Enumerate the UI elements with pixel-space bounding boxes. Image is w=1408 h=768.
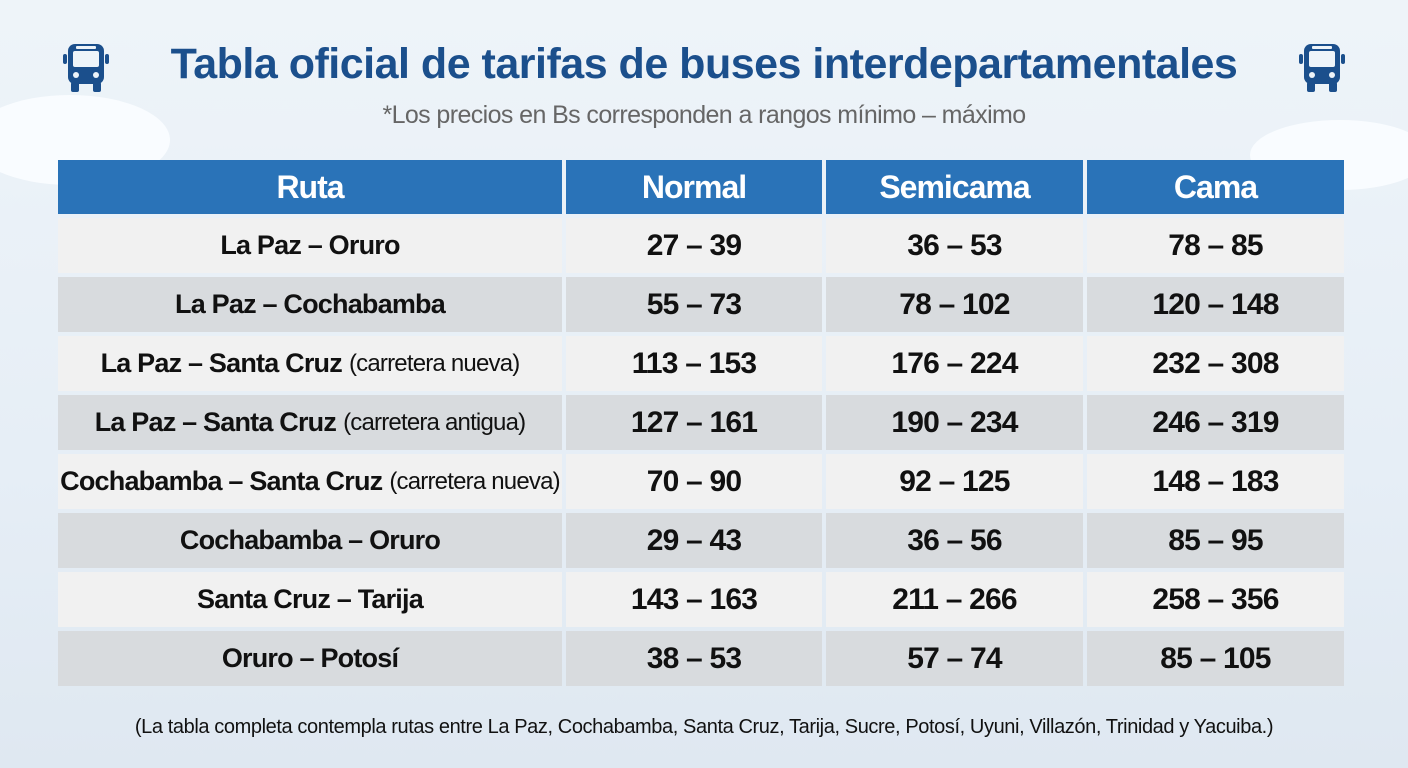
normal-price-cell: 70 – 90 [566,454,822,509]
route-cell: Santa Cruz – Tarija [58,572,562,627]
route-name: Cochabamba – Oruro [179,525,441,555]
header-semicama: Semicama [826,160,1083,214]
route-name: Cochabamba – Santa Cruz [60,466,383,496]
route-cell: Cochabamba – Oruro [58,513,562,568]
normal-price-cell: 113 – 153 [566,336,822,391]
semicama-price-cell: 190 – 234 [826,395,1083,450]
semicama-price-cell: 211 – 266 [826,572,1083,627]
semicama-price-cell: 57 – 74 [826,631,1083,686]
bus-icon [63,44,109,92]
header-cama: Cama [1087,160,1344,214]
route-name: La Paz – Santa Cruz [94,407,337,437]
route-cell: La Paz – Oruro [58,218,562,273]
cama-price-cell: 258 – 356 [1087,572,1344,627]
semicama-price-cell: 176 – 224 [826,336,1083,391]
header-normal: Normal [566,160,822,214]
route-cell: Oruro – Potosí [58,631,562,686]
subtitle: *Los precios en Bs corresponden a rangos… [382,101,1026,129]
route-cell: La Paz – Santa Cruz (carretera antigua) [58,395,562,450]
semicama-price-cell: 36 – 53 [826,218,1083,273]
route-cell: Cochabamba – Santa Cruz (carretera nueva) [58,454,562,509]
route-cell: La Paz – Santa Cruz (carretera nueva) [58,336,562,391]
normal-price-cell: 127 – 161 [566,395,822,450]
normal-price-cell: 29 – 43 [566,513,822,568]
normal-price-cell: 38 – 53 [566,631,822,686]
route-note: (carretera antigua) [343,408,526,436]
route-name: Santa Cruz – Tarija [197,584,424,614]
cama-price-cell: 85 – 105 [1087,631,1344,686]
route-cell: La Paz – Cochabamba [58,277,562,332]
cama-price-cell: 78 – 85 [1087,218,1344,273]
semicama-price-cell: 78 – 102 [826,277,1083,332]
footer-note: (La tabla completa contempla rutas entre… [134,716,1274,738]
header-ruta: Ruta [58,160,562,214]
semicama-price-cell: 36 – 56 [826,513,1083,568]
route-name: La Paz – Cochabamba [175,289,446,319]
semicama-price-cell: 92 – 125 [826,454,1083,509]
cama-price-cell: 246 – 319 [1087,395,1344,450]
fare-table: Ruta Normal Semicama Cama La Paz – Oruro… [58,160,1345,686]
cama-price-cell: 148 – 183 [1087,454,1344,509]
route-name: La Paz – Oruro [220,230,400,260]
cama-price-cell: 120 – 148 [1087,277,1344,332]
route-name: La Paz – Santa Cruz [100,348,343,378]
bus-icon [1299,44,1345,92]
normal-price-cell: 27 – 39 [566,218,822,273]
route-note: (carretera nueva) [389,467,560,495]
cama-price-cell: 85 – 95 [1087,513,1344,568]
normal-price-cell: 143 – 163 [566,572,822,627]
cama-price-cell: 232 – 308 [1087,336,1344,391]
normal-price-cell: 55 – 73 [566,277,822,332]
route-name: Oruro – Potosí [221,643,399,673]
route-note: (carretera nueva) [348,349,520,377]
page-title: Tabla oficial de tarifas de buses interd… [170,40,1238,88]
